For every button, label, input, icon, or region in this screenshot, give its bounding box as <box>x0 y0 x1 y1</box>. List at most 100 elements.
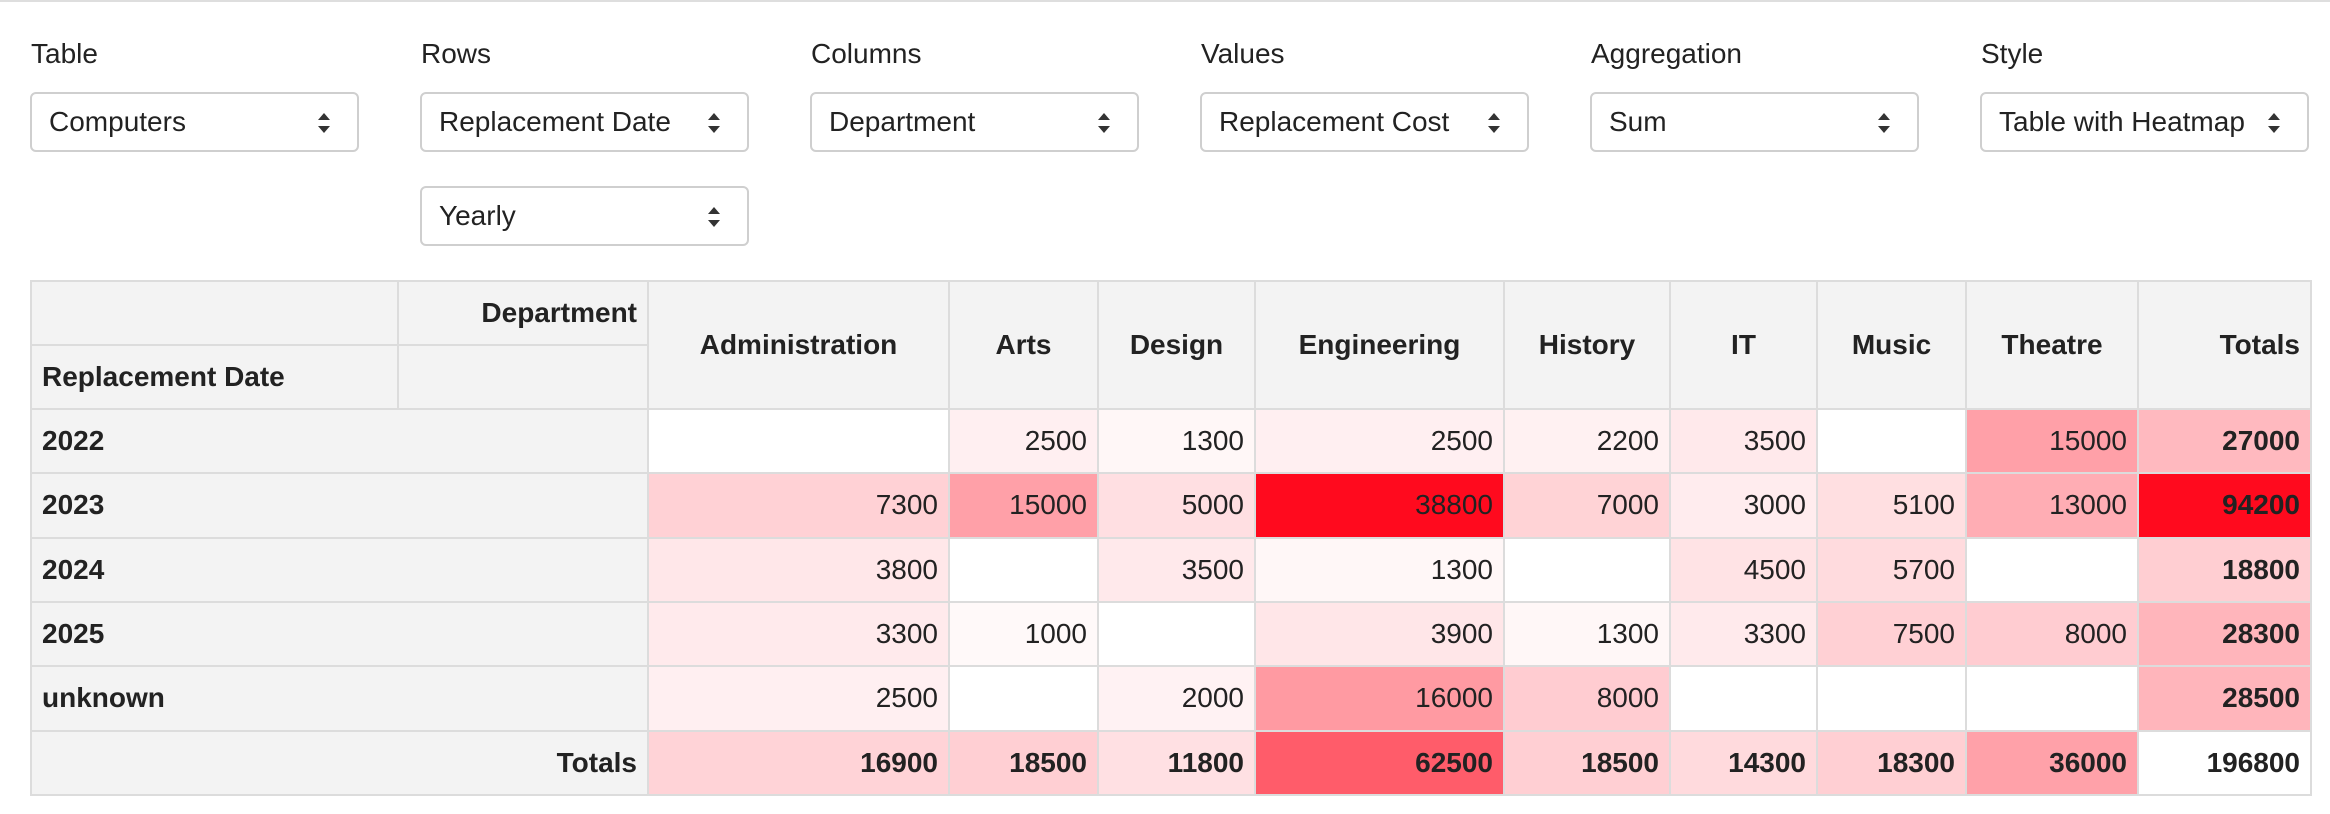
rows-interval-value: Yearly <box>439 200 516 231</box>
col-header-arts[interactable]: Arts <box>948 280 1099 410</box>
value-cell: 2500 <box>948 407 1099 475</box>
value-cell: 7000 <box>1503 472 1671 539</box>
value-cell: 1300 <box>1097 407 1256 475</box>
value-cell <box>647 407 950 475</box>
column-total-cell: 36000 <box>1965 729 2139 797</box>
values-select-value: Replacement Cost <box>1219 106 1450 137</box>
rows-select[interactable]: Replacement Date <box>420 92 749 152</box>
table-select[interactable]: Computers <box>30 92 359 152</box>
table-row-2025: 2025 3300 1000 3900 1300 3300 7500 8000 … <box>30 600 2312 668</box>
row-header[interactable]: 2024 <box>30 536 649 603</box>
row-header[interactable]: 2025 <box>30 600 649 668</box>
row-header[interactable]: 2022 <box>30 407 649 475</box>
value-cell: 2200 <box>1503 407 1671 475</box>
column-axis-label: Department <box>397 280 649 346</box>
value-cell: 38800 <box>1254 472 1505 539</box>
table-row-2023: 2023 7300 15000 5000 38800 7000 3000 510… <box>30 472 2312 539</box>
value-cell: 3300 <box>647 600 950 668</box>
table-label: Table <box>31 38 98 69</box>
value-cell: 3800 <box>647 536 950 603</box>
value-cell <box>1965 536 2139 603</box>
value-cell <box>1816 407 1967 475</box>
value-cell <box>1669 665 1818 732</box>
table-row-2022: 2022 2500 1300 2500 2200 3500 15000 2700… <box>30 407 2312 475</box>
grand-total-cell: 196800 <box>2137 729 2312 797</box>
value-cell: 3000 <box>1669 472 1818 539</box>
col-header-design[interactable]: Design <box>1097 280 1256 410</box>
select-arrows-icon <box>1488 113 1500 133</box>
value-cell: 3300 <box>1669 600 1818 668</box>
style-select-value: Table with Heatmap <box>1999 106 2245 137</box>
value-cell: 3900 <box>1254 600 1505 668</box>
axis-spacer-cell <box>397 344 649 410</box>
table-select-value: Computers <box>49 106 186 137</box>
value-cell: 8000 <box>1503 665 1671 732</box>
aggregation-select[interactable]: Sum <box>1590 92 1919 152</box>
top-border <box>0 0 2330 2</box>
value-cell: 5700 <box>1816 536 1967 603</box>
value-cell: 5000 <box>1097 472 1256 539</box>
value-cell <box>1097 600 1256 668</box>
column-total-cell: 18300 <box>1816 729 1967 797</box>
col-header-totals[interactable]: Totals <box>2137 280 2312 410</box>
value-cell: 3500 <box>1097 536 1256 603</box>
aggregation-select-value: Sum <box>1609 106 1667 137</box>
row-total-cell: 28500 <box>2137 665 2312 732</box>
value-cell: 3500 <box>1669 407 1818 475</box>
col-header-administration[interactable]: Administration <box>647 280 950 410</box>
column-total-cell: 16900 <box>647 729 950 797</box>
select-arrows-icon <box>318 113 330 133</box>
col-header-theatre[interactable]: Theatre <box>1965 280 2139 410</box>
column-total-cell: 14300 <box>1669 729 1818 797</box>
values-select[interactable]: Replacement Cost <box>1200 92 1529 152</box>
col-header-music[interactable]: Music <box>1816 280 1967 410</box>
select-arrows-icon <box>708 113 720 133</box>
row-total-cell: 28300 <box>2137 600 2312 668</box>
header-row: Department Administration Arts Design En… <box>30 280 2312 410</box>
columns-label: Columns <box>811 38 922 69</box>
style-select[interactable]: Table with Heatmap <box>1980 92 2309 152</box>
select-arrows-icon <box>1098 113 1110 133</box>
row-axis-label: Replacement Date <box>30 344 399 410</box>
value-cell <box>948 665 1099 732</box>
corner-cell <box>30 280 399 346</box>
columns-select[interactable]: Department <box>810 92 1139 152</box>
value-cell: 1000 <box>948 600 1099 668</box>
pivot-table: Department Administration Arts Design En… <box>30 280 2312 797</box>
column-total-cell: 18500 <box>948 729 1099 797</box>
rows-select-value: Replacement Date <box>439 106 671 137</box>
value-cell: 8000 <box>1965 600 2139 668</box>
value-cell <box>1965 665 2139 732</box>
value-cell: 4500 <box>1669 536 1818 603</box>
value-cell: 13000 <box>1965 472 2139 539</box>
value-cell: 2500 <box>1254 407 1505 475</box>
columns-select-value: Department <box>829 106 976 137</box>
select-arrows-icon <box>708 207 720 227</box>
select-arrows-icon <box>1878 113 1890 133</box>
value-cell: 2000 <box>1097 665 1256 732</box>
select-arrows-icon <box>2268 113 2280 133</box>
col-header-engineering[interactable]: Engineering <box>1254 280 1505 410</box>
value-cell: 7300 <box>647 472 950 539</box>
table-row-2024: 2024 3800 3500 1300 4500 5700 18800 <box>30 536 2312 603</box>
totals-row: Totals 16900 18500 11800 62500 18500 143… <box>30 729 2312 797</box>
value-cell <box>1816 665 1967 732</box>
column-total-cell: 62500 <box>1254 729 1505 797</box>
row-total-cell: 18800 <box>2137 536 2312 603</box>
value-cell: 5100 <box>1816 472 1967 539</box>
row-header[interactable]: unknown <box>30 665 649 732</box>
style-label: Style <box>1981 38 2044 69</box>
row-header[interactable]: 2023 <box>30 472 649 539</box>
col-header-history[interactable]: History <box>1503 280 1671 410</box>
totals-row-label: Totals <box>30 729 649 797</box>
value-cell: 15000 <box>948 472 1099 539</box>
values-label: Values <box>1201 38 1285 69</box>
col-header-it[interactable]: IT <box>1669 280 1818 410</box>
value-cell: 15000 <box>1965 407 2139 475</box>
row-total-cell: 94200 <box>2137 472 2312 539</box>
rows-interval-select[interactable]: Yearly <box>420 186 749 246</box>
row-total-cell: 27000 <box>2137 407 2312 475</box>
column-total-cell: 11800 <box>1097 729 1256 797</box>
value-cell: 1300 <box>1503 600 1671 668</box>
column-total-cell: 18500 <box>1503 729 1671 797</box>
